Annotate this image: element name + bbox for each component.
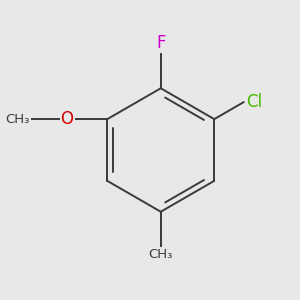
Text: Cl: Cl	[246, 93, 262, 111]
Text: F: F	[156, 34, 166, 52]
Text: CH₃: CH₃	[6, 112, 30, 126]
Text: O: O	[61, 110, 74, 128]
Text: CH₃: CH₃	[148, 248, 173, 261]
